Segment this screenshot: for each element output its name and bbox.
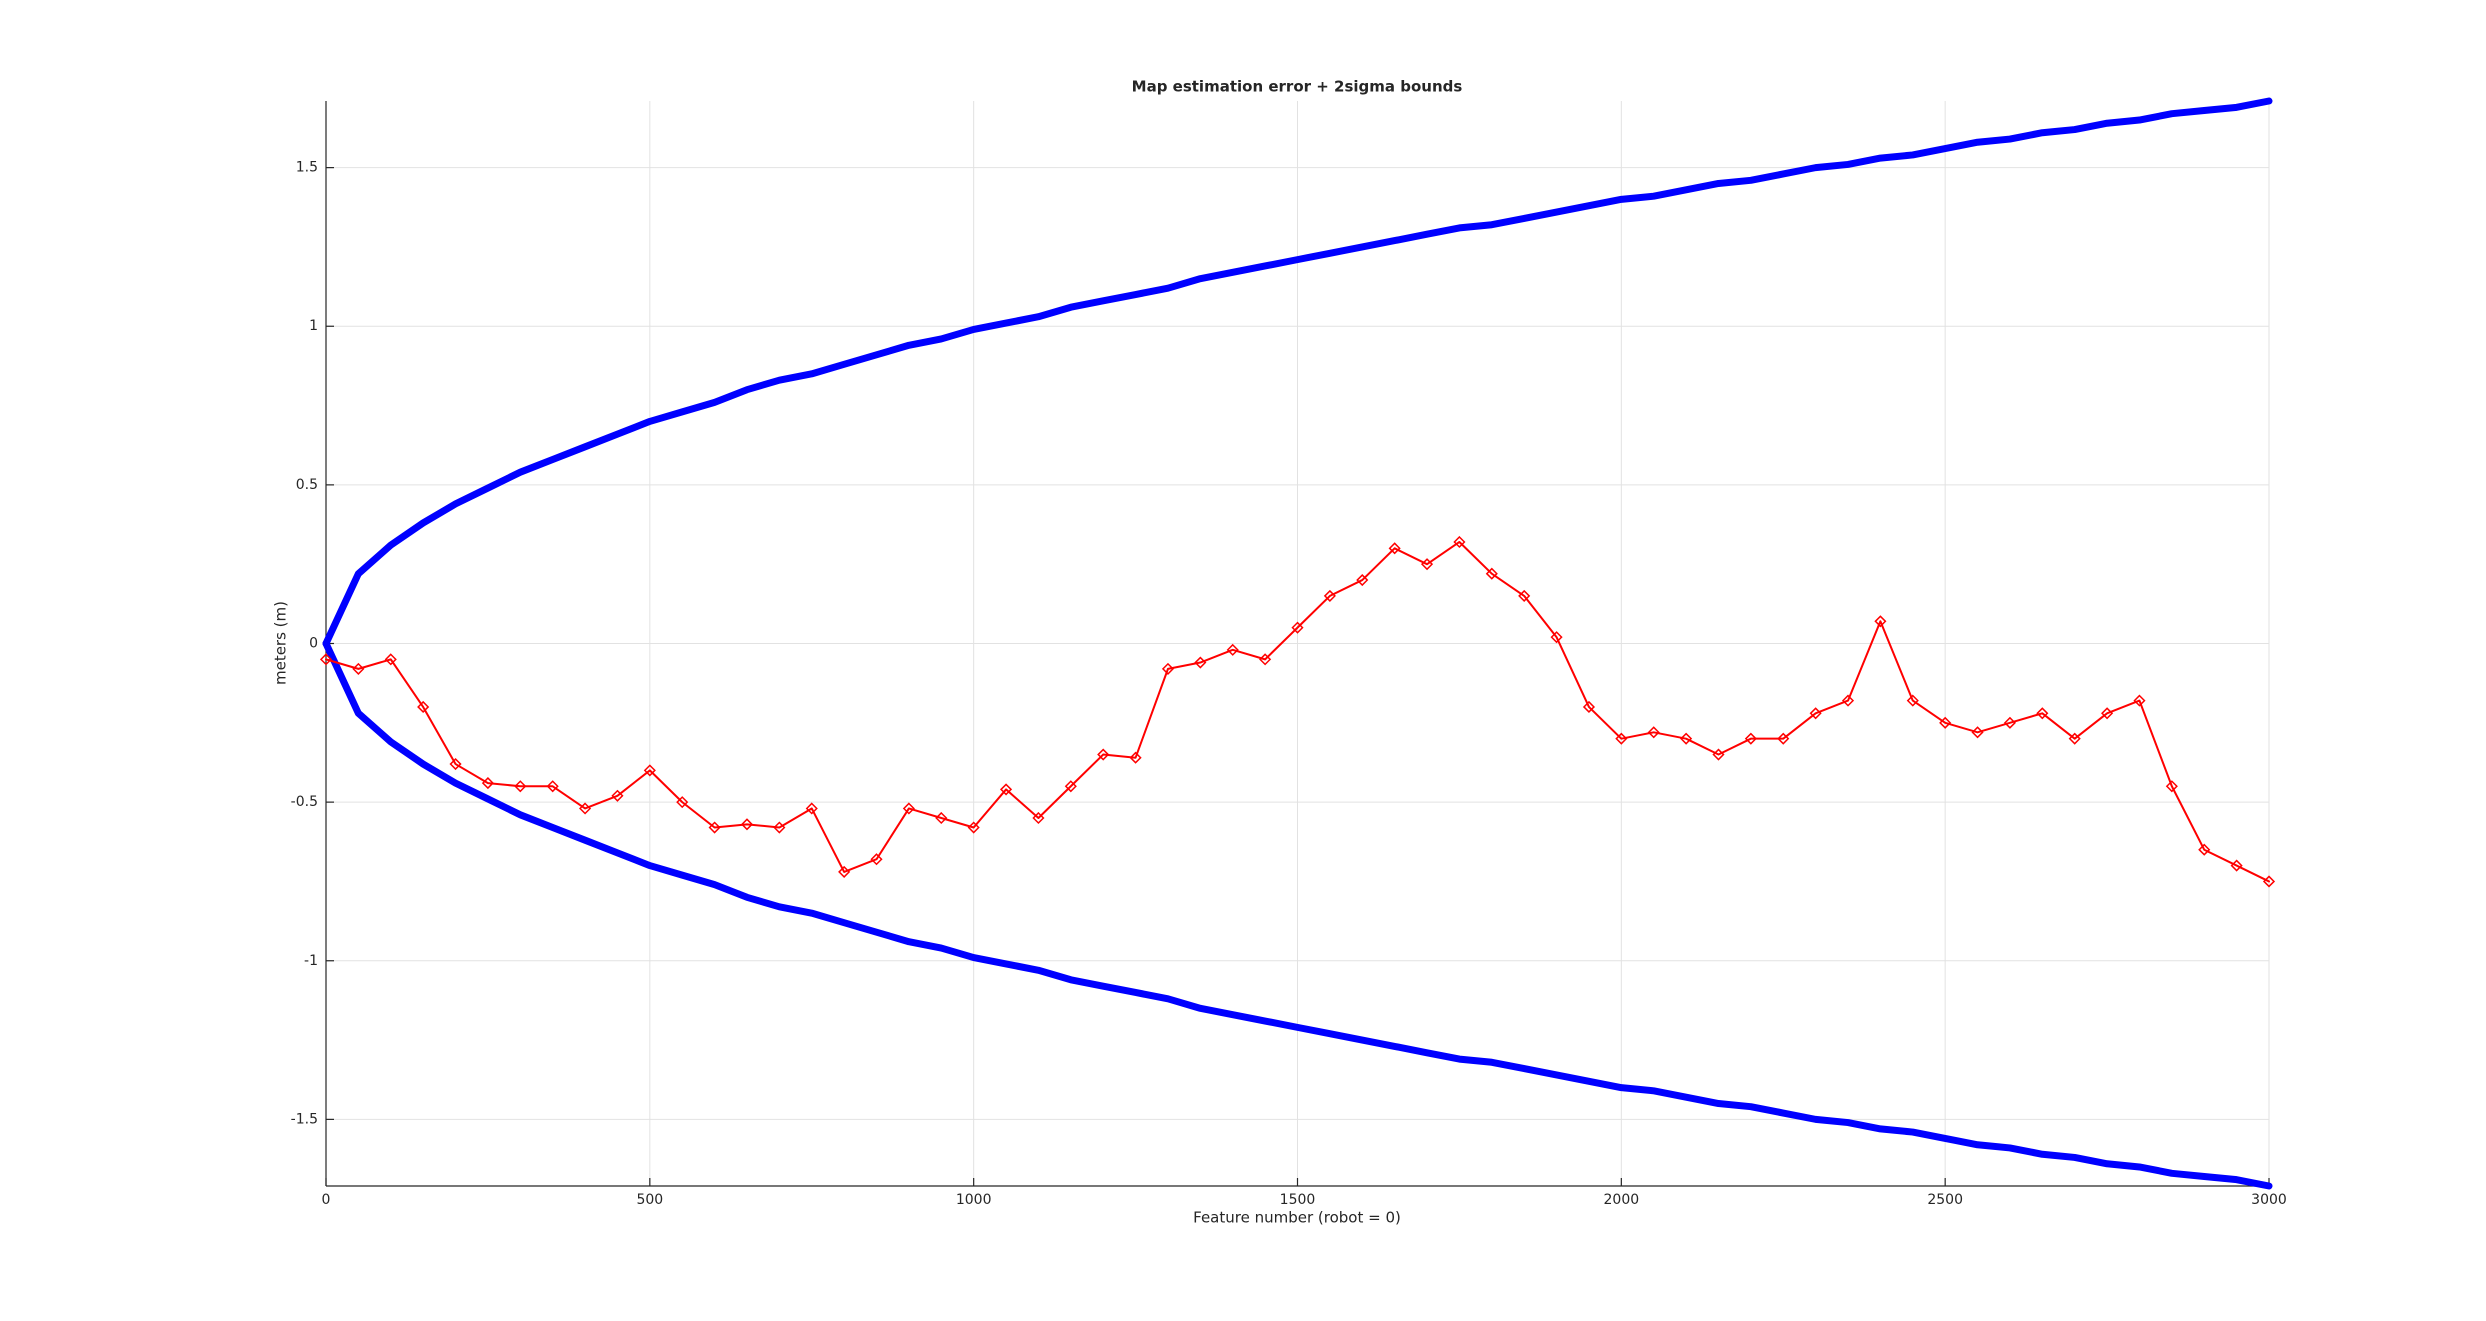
error-marker (1874, 615, 1887, 628)
x-tick-label: 1000 (956, 1192, 992, 1208)
error-marker (1129, 751, 1142, 764)
error-marker (1680, 732, 1693, 745)
error-marker (1161, 662, 1175, 675)
error-marker (417, 700, 430, 714)
x-tick-label: 2500 (1927, 1192, 1963, 1208)
x-tick-label: 500 (636, 1192, 663, 1208)
error-marker (2165, 780, 2178, 793)
error-marker (481, 777, 494, 790)
error-marker (2068, 732, 2081, 745)
error-marker (1744, 732, 1757, 745)
error-marker (967, 821, 980, 834)
error-marker (384, 653, 397, 666)
error-marker (514, 780, 527, 793)
error-marker (1259, 653, 1272, 666)
y-tick-label: -1 (304, 953, 318, 969)
bound-line (322, 97, 2273, 647)
error-marker (1971, 726, 1984, 739)
error-marker (352, 662, 365, 675)
y-tick-label: 1.5 (296, 160, 318, 176)
y-tick-label: 0.5 (296, 477, 318, 493)
x-tick-label: 0 (322, 1192, 331, 1208)
error-marker (1647, 726, 1660, 739)
error-marker (805, 802, 818, 815)
error-marker (2003, 716, 2016, 729)
error-marker (1226, 643, 1239, 656)
error-marker (676, 796, 689, 809)
error-marker (1809, 707, 1822, 720)
error-marker (2101, 707, 2114, 720)
x-tick-label: 3000 (2251, 1192, 2287, 1208)
error-marker (999, 783, 1013, 796)
error-marker (1582, 700, 1596, 714)
error-marker (1097, 748, 1110, 761)
error-marker (838, 865, 851, 878)
error-marker (1906, 694, 1919, 707)
y-tick-label: -0.5 (291, 794, 318, 810)
error-marker (611, 789, 624, 802)
error-marker (1518, 589, 1531, 602)
error-marker (2230, 859, 2243, 872)
chart-title: Map estimation error + 2sigma bounds (1132, 78, 1463, 96)
error-marker (579, 802, 592, 815)
error-marker (1388, 542, 1401, 555)
error-marker (1291, 621, 1304, 634)
error-marker (1712, 748, 1725, 761)
error-marker (708, 821, 721, 834)
error-marker (643, 764, 656, 777)
error-marker (2133, 694, 2146, 707)
error-marker (2198, 843, 2211, 856)
error-marker (449, 757, 462, 771)
error-marker (319, 653, 333, 666)
error-marker (2262, 875, 2276, 888)
y-tick-label: 1 (309, 318, 318, 334)
error-marker (1841, 694, 1855, 707)
error-marker (740, 818, 754, 831)
error-marker (1032, 811, 1045, 825)
bound-line (322, 640, 2273, 1190)
error-marker (546, 780, 559, 793)
y-axis-label: meters (m) (272, 601, 290, 685)
y-tick-label: 0 (309, 636, 318, 652)
error-marker (935, 811, 948, 825)
error-marker (1064, 780, 1077, 793)
error-marker (1615, 732, 1628, 745)
error-marker (1777, 732, 1790, 745)
error-marker (1356, 573, 1369, 587)
error-marker (1420, 558, 1434, 571)
x-tick-label: 1500 (1280, 1192, 1316, 1208)
error-marker (1453, 535, 1466, 549)
error-line (325, 540, 2270, 883)
error-marker (1194, 656, 1207, 669)
error-marker (2036, 707, 2049, 720)
error-marker (902, 802, 915, 815)
error-marker (773, 821, 786, 834)
y-tick-label: -1.5 (291, 1111, 318, 1127)
error-marker (1485, 567, 1498, 580)
x-axis-label: Feature number (robot = 0) (1193, 1209, 1401, 1227)
error-marker (870, 853, 883, 866)
error-marker (1939, 716, 1952, 729)
error-marker (1550, 631, 1563, 644)
error-marker (1323, 589, 1336, 602)
x-tick-label: 2000 (1604, 1192, 1640, 1208)
